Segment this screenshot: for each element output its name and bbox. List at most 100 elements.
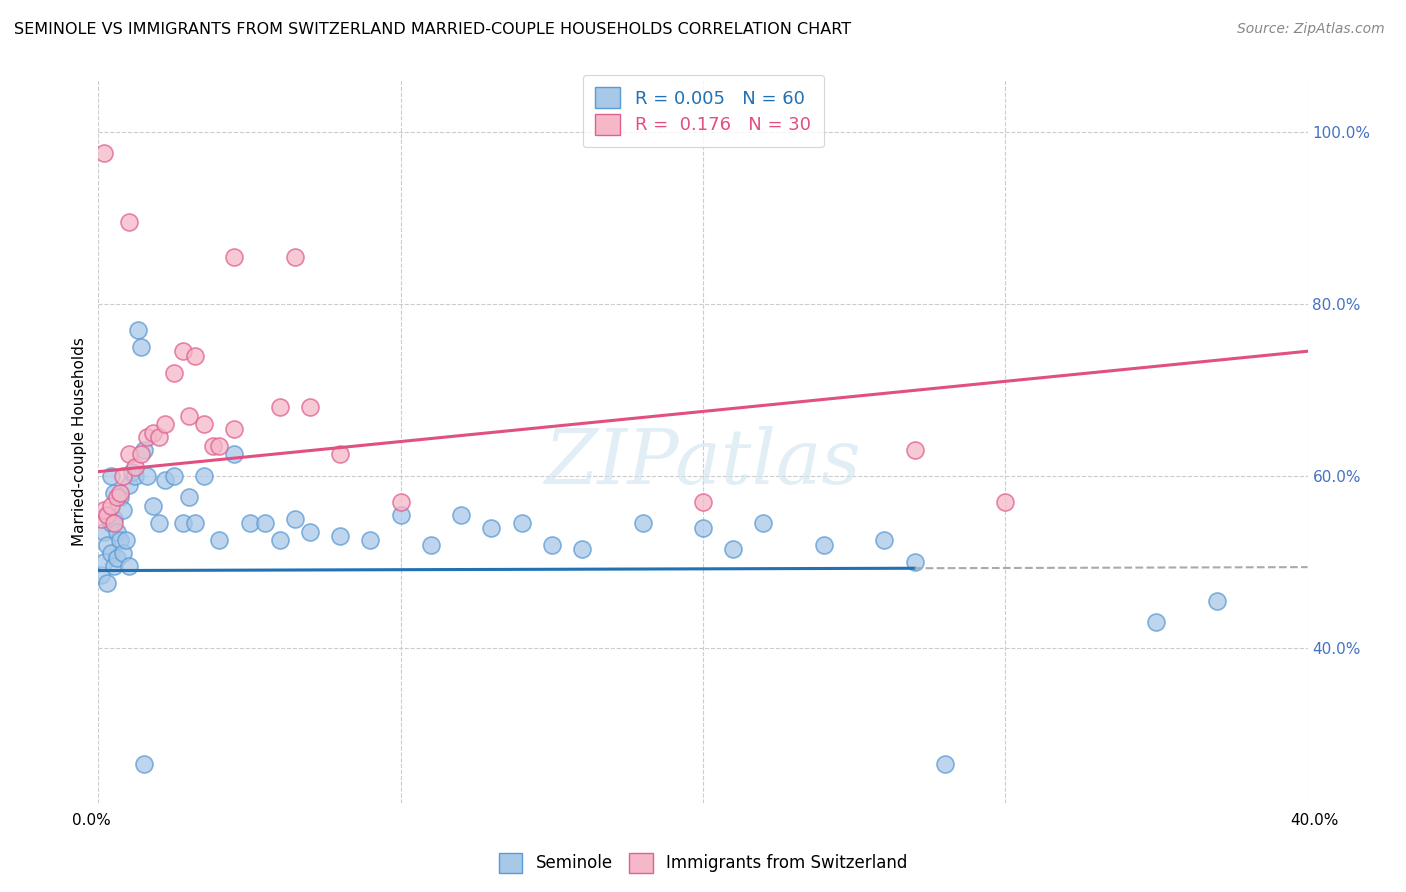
Point <box>193 469 215 483</box>
Point <box>103 512 125 526</box>
Point <box>329 529 352 543</box>
Point <box>389 494 412 508</box>
Point <box>124 460 146 475</box>
Point <box>114 533 136 548</box>
Point <box>90 567 112 582</box>
Point <box>111 469 134 483</box>
Point <box>631 516 654 531</box>
Point <box>224 422 246 436</box>
Point <box>93 503 115 517</box>
Point <box>692 494 714 508</box>
Point <box>100 516 122 531</box>
Point <box>224 250 246 264</box>
Point <box>153 417 176 432</box>
Point <box>148 430 170 444</box>
Point <box>450 508 472 522</box>
Point <box>118 559 141 574</box>
Point <box>481 520 503 534</box>
Point <box>172 344 194 359</box>
Point <box>540 538 562 552</box>
Point <box>93 146 115 161</box>
Point <box>208 533 231 548</box>
Text: Source: ZipAtlas.com: Source: ZipAtlas.com <box>1237 22 1385 37</box>
Point <box>108 533 131 548</box>
Point <box>100 499 122 513</box>
Point <box>904 443 927 458</box>
Text: ZIPatlas: ZIPatlas <box>544 426 862 500</box>
Point <box>284 512 307 526</box>
Text: SEMINOLE VS IMMIGRANTS FROM SWITZERLAND MARRIED-COUPLE HOUSEHOLDS CORRELATION CH: SEMINOLE VS IMMIGRANTS FROM SWITZERLAND … <box>14 22 851 37</box>
Point <box>142 425 165 440</box>
Point <box>904 555 927 569</box>
Point <box>127 323 149 337</box>
Point <box>153 473 176 487</box>
Point <box>420 538 443 552</box>
Point <box>105 550 128 565</box>
Point <box>224 447 246 461</box>
Point <box>1144 615 1167 630</box>
Point <box>752 516 775 531</box>
Point <box>96 508 118 522</box>
Point <box>129 447 152 461</box>
Point <box>111 503 134 517</box>
Point <box>179 409 201 423</box>
Point <box>299 400 322 414</box>
Point <box>284 250 307 264</box>
Point <box>148 516 170 531</box>
Point <box>96 508 118 522</box>
Point <box>96 576 118 591</box>
Point <box>105 491 128 505</box>
Point <box>103 559 125 574</box>
Point <box>103 516 125 531</box>
Point <box>253 516 276 531</box>
Point <box>103 486 125 500</box>
Point <box>163 469 186 483</box>
Point <box>269 400 291 414</box>
Point <box>93 524 115 539</box>
Point <box>208 439 231 453</box>
Point <box>239 516 262 531</box>
Point <box>1206 593 1229 607</box>
Point <box>692 520 714 534</box>
Point <box>108 486 131 500</box>
Point <box>994 494 1017 508</box>
Point <box>329 447 352 461</box>
Text: 40.0%: 40.0% <box>1291 814 1339 828</box>
Point <box>129 340 152 354</box>
Point <box>118 477 141 491</box>
Point <box>184 516 207 531</box>
Point <box>723 542 745 557</box>
Point <box>179 491 201 505</box>
Point <box>142 499 165 513</box>
Point <box>163 366 186 380</box>
Legend: Seminole, Immigrants from Switzerland: Seminole, Immigrants from Switzerland <box>492 847 914 880</box>
Point <box>360 533 382 548</box>
Point <box>269 533 291 548</box>
Point <box>132 443 155 458</box>
Point <box>100 469 122 483</box>
Point <box>132 757 155 772</box>
Point <box>100 546 122 560</box>
Point <box>813 538 835 552</box>
Point <box>172 516 194 531</box>
Point <box>118 447 141 461</box>
Point <box>193 417 215 432</box>
Point <box>118 215 141 229</box>
Point <box>184 349 207 363</box>
Point <box>135 469 157 483</box>
Point <box>934 757 956 772</box>
Point <box>135 430 157 444</box>
Point <box>124 469 146 483</box>
Point <box>90 512 112 526</box>
Point <box>510 516 533 531</box>
Point <box>571 542 593 557</box>
Point <box>202 439 225 453</box>
Point <box>299 524 322 539</box>
Y-axis label: Married-couple Households: Married-couple Households <box>72 337 87 546</box>
Point <box>93 555 115 569</box>
Point <box>108 491 131 505</box>
Point <box>111 546 134 560</box>
Point <box>873 533 896 548</box>
Legend: R = 0.005   N = 60, R =  0.176   N = 30: R = 0.005 N = 60, R = 0.176 N = 30 <box>582 75 824 147</box>
Point <box>96 538 118 552</box>
